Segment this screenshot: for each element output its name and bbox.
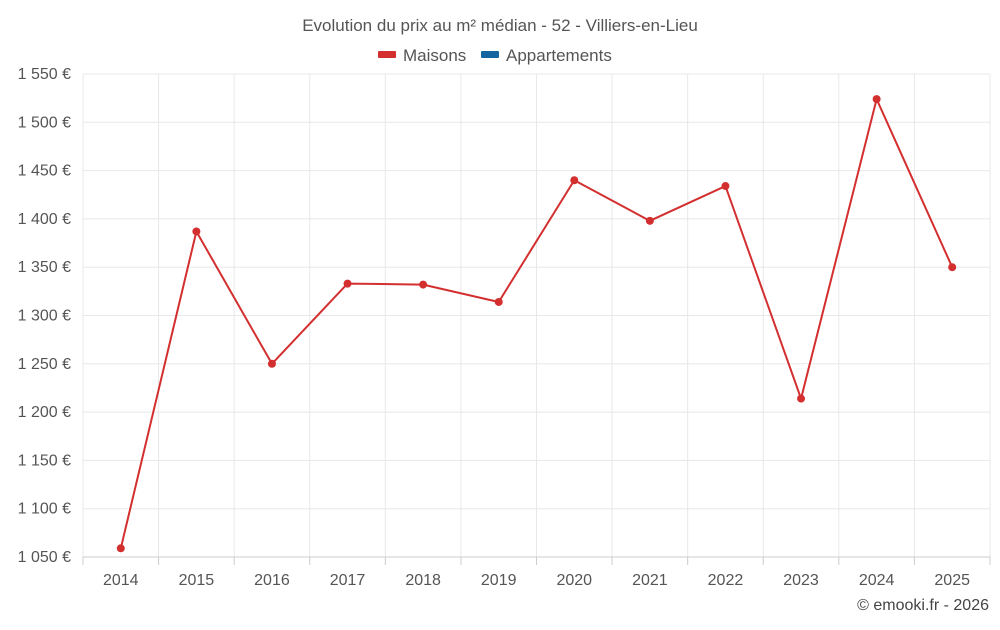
data-point-maisons[interactable] <box>948 263 957 272</box>
grid <box>82 73 991 558</box>
data-points <box>116 95 957 553</box>
legend-label-appartements: Appartements <box>506 46 612 65</box>
x-tick-label: 2014 <box>103 572 139 589</box>
legend-item-maisons[interactable]: Maisons <box>378 46 466 65</box>
y-tick-label: 1 100 € <box>18 501 71 518</box>
y-tick-label: 1 550 € <box>18 66 71 83</box>
y-axis-ticks: 1 050 € 1 100 € 1 150 € 1 200 € 1 250 € 1 300… <box>18 66 71 566</box>
data-point-maisons[interactable] <box>116 544 125 553</box>
y-tick-label: 1 250 € <box>18 356 71 373</box>
y-tick-label: 1 400 € <box>18 211 71 228</box>
series-line-maisons <box>119 98 954 549</box>
data-point-maisons[interactable] <box>343 279 352 288</box>
series-lines <box>119 98 954 549</box>
legend-item-appartements[interactable]: Appartements <box>481 46 612 65</box>
y-tick-label: 1 150 € <box>18 452 71 469</box>
x-tick-label: 2016 <box>254 572 290 589</box>
x-tick-label: 2024 <box>859 572 895 589</box>
y-tick-label: 1 300 € <box>18 308 71 325</box>
x-tick-label: 2023 <box>783 572 819 589</box>
x-tick-label: 2022 <box>708 572 744 589</box>
legend: Maisons Appartements <box>378 46 612 65</box>
data-point-maisons[interactable] <box>872 95 881 104</box>
data-point-maisons[interactable] <box>494 297 503 306</box>
legend-swatch-appartements <box>481 51 499 58</box>
y-tick-label: 1 350 € <box>18 259 71 276</box>
data-point-maisons[interactable] <box>192 227 201 236</box>
y-tick-label: 1 200 € <box>18 404 71 421</box>
chart-title: Evolution du prix au m² médian - 52 - Vi… <box>302 16 698 35</box>
data-point-maisons[interactable] <box>570 176 579 185</box>
y-tick-label: 1 050 € <box>18 549 71 566</box>
data-point-maisons[interactable] <box>721 182 730 191</box>
legend-swatch-maisons <box>378 51 396 58</box>
x-tick-label: 2017 <box>330 572 366 589</box>
credit-text: © emooki.fr - 2026 <box>857 597 989 614</box>
x-tick-label: 2025 <box>934 572 970 589</box>
data-point-maisons[interactable] <box>797 394 806 403</box>
x-axis-ticks: 2014 2015 2016 2017 2018 2019 2020 2021 2022 2023… <box>82 557 991 589</box>
legend-label-maisons: Maisons <box>403 46 466 65</box>
x-tick-label: 2018 <box>405 572 441 589</box>
data-point-maisons[interactable] <box>419 280 428 289</box>
data-point-maisons[interactable] <box>645 216 654 225</box>
y-tick-label: 1 500 € <box>18 114 71 131</box>
x-tick-label: 2015 <box>179 572 215 589</box>
y-tick-label: 1 450 € <box>18 163 71 180</box>
x-tick-label: 2020 <box>556 572 592 589</box>
data-point-maisons[interactable] <box>267 359 276 368</box>
x-tick-label: 2019 <box>481 572 517 589</box>
x-tick-label: 2021 <box>632 572 668 589</box>
